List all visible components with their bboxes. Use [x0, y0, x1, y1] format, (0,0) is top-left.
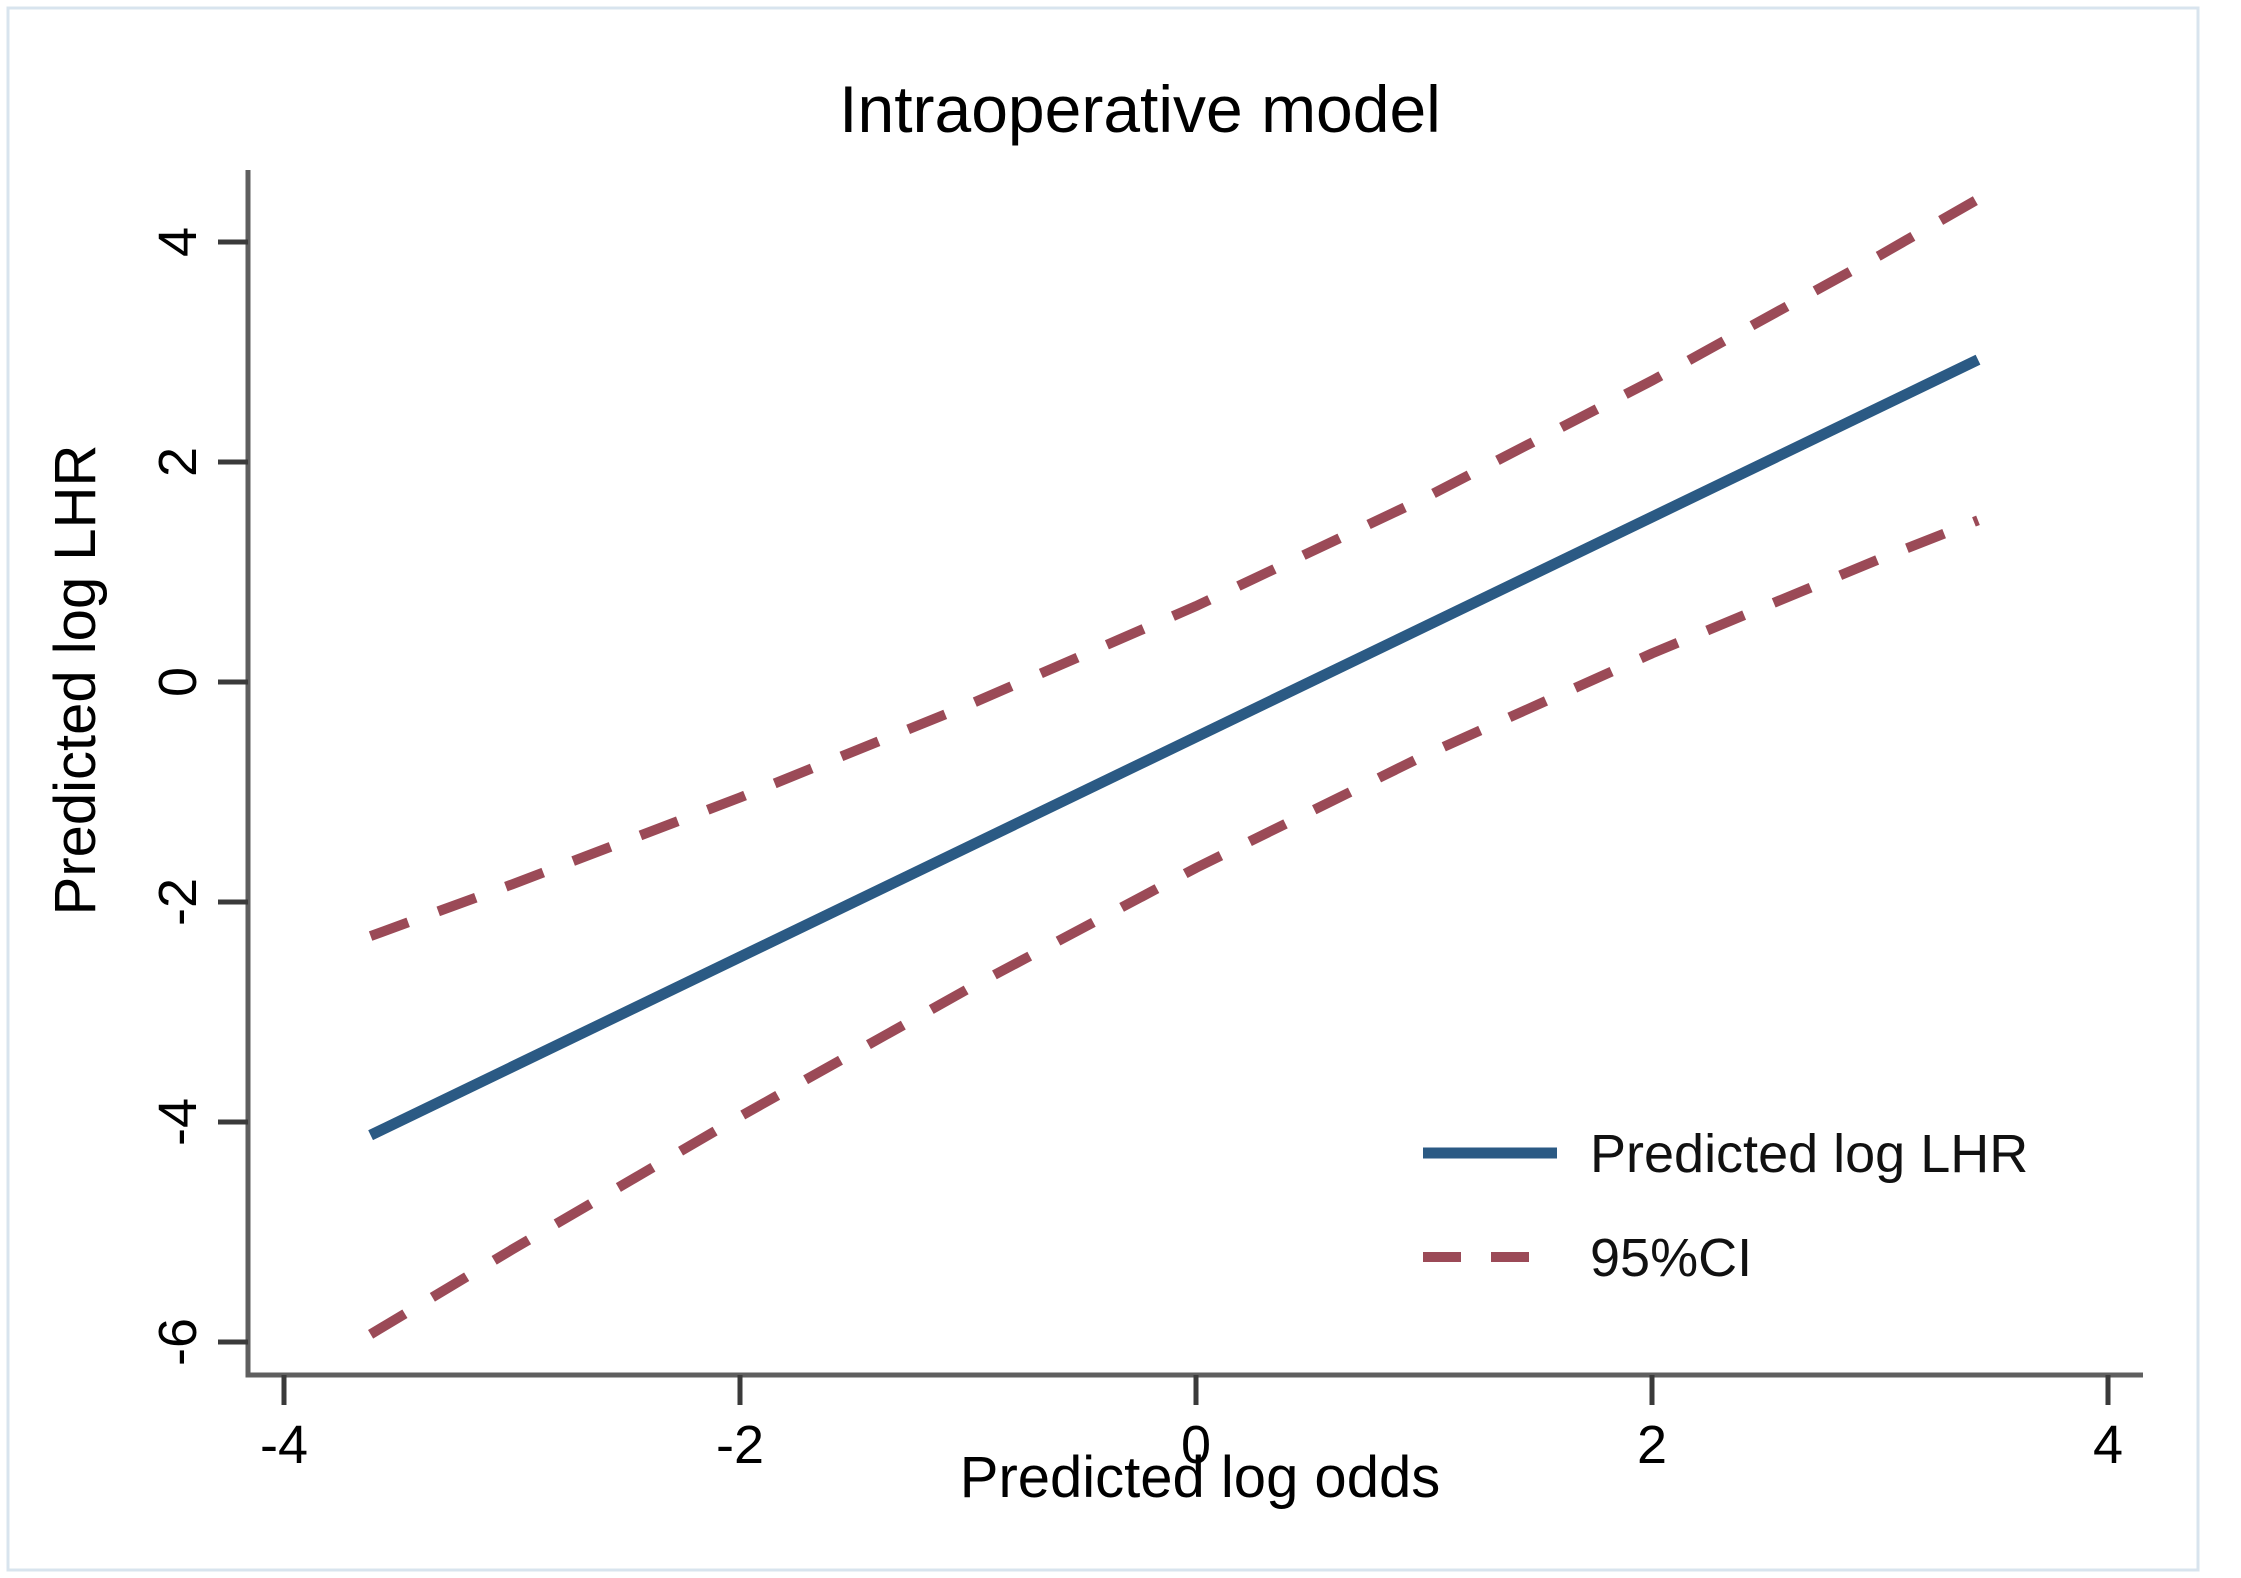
- legend-label-ci: 95%CI: [1590, 1228, 1752, 1288]
- x-tick-label: -4: [260, 1415, 308, 1475]
- axes: [245, 170, 2143, 1378]
- figure-border: [6, 6, 2200, 1572]
- y-tick-label: 0: [148, 667, 208, 697]
- x-axis-title: Predicted log odds: [960, 1445, 1440, 1510]
- x-tick-label: -2: [716, 1415, 764, 1475]
- y-tick-label: -2: [148, 878, 208, 926]
- series-ci-upper: [368, 194, 1981, 941]
- y-axis-ticks: 4 2 0 -2 -4 -6: [148, 227, 248, 1366]
- y-tick-label: -4: [148, 1098, 208, 1146]
- legend: Predicted log LHR 95%CI: [1423, 1124, 2028, 1288]
- series-ci-lower: [368, 515, 1980, 1339]
- x-axis-ticks: -4 -2 0 2 4: [260, 1375, 2123, 1475]
- y-axis-title: Predicted log LHR: [43, 445, 108, 916]
- x-tick-label: 2: [1637, 1415, 1667, 1475]
- series-predicted-line: [368, 354, 1981, 1141]
- chart-title: Intraoperative model: [839, 72, 1441, 146]
- legend-item-ci: 95%CI: [1423, 1228, 1752, 1288]
- x-tick-label: 4: [2093, 1415, 2123, 1475]
- y-tick-label: -6: [148, 1318, 208, 1366]
- y-tick-label: 4: [148, 227, 208, 257]
- legend-item-predicted: Predicted log LHR: [1423, 1124, 2028, 1184]
- legend-label-predicted: Predicted log LHR: [1590, 1124, 2028, 1184]
- y-tick-label: 2: [148, 447, 208, 477]
- x-tick-label: 0: [1181, 1415, 1211, 1475]
- plot-series: [368, 194, 1981, 1339]
